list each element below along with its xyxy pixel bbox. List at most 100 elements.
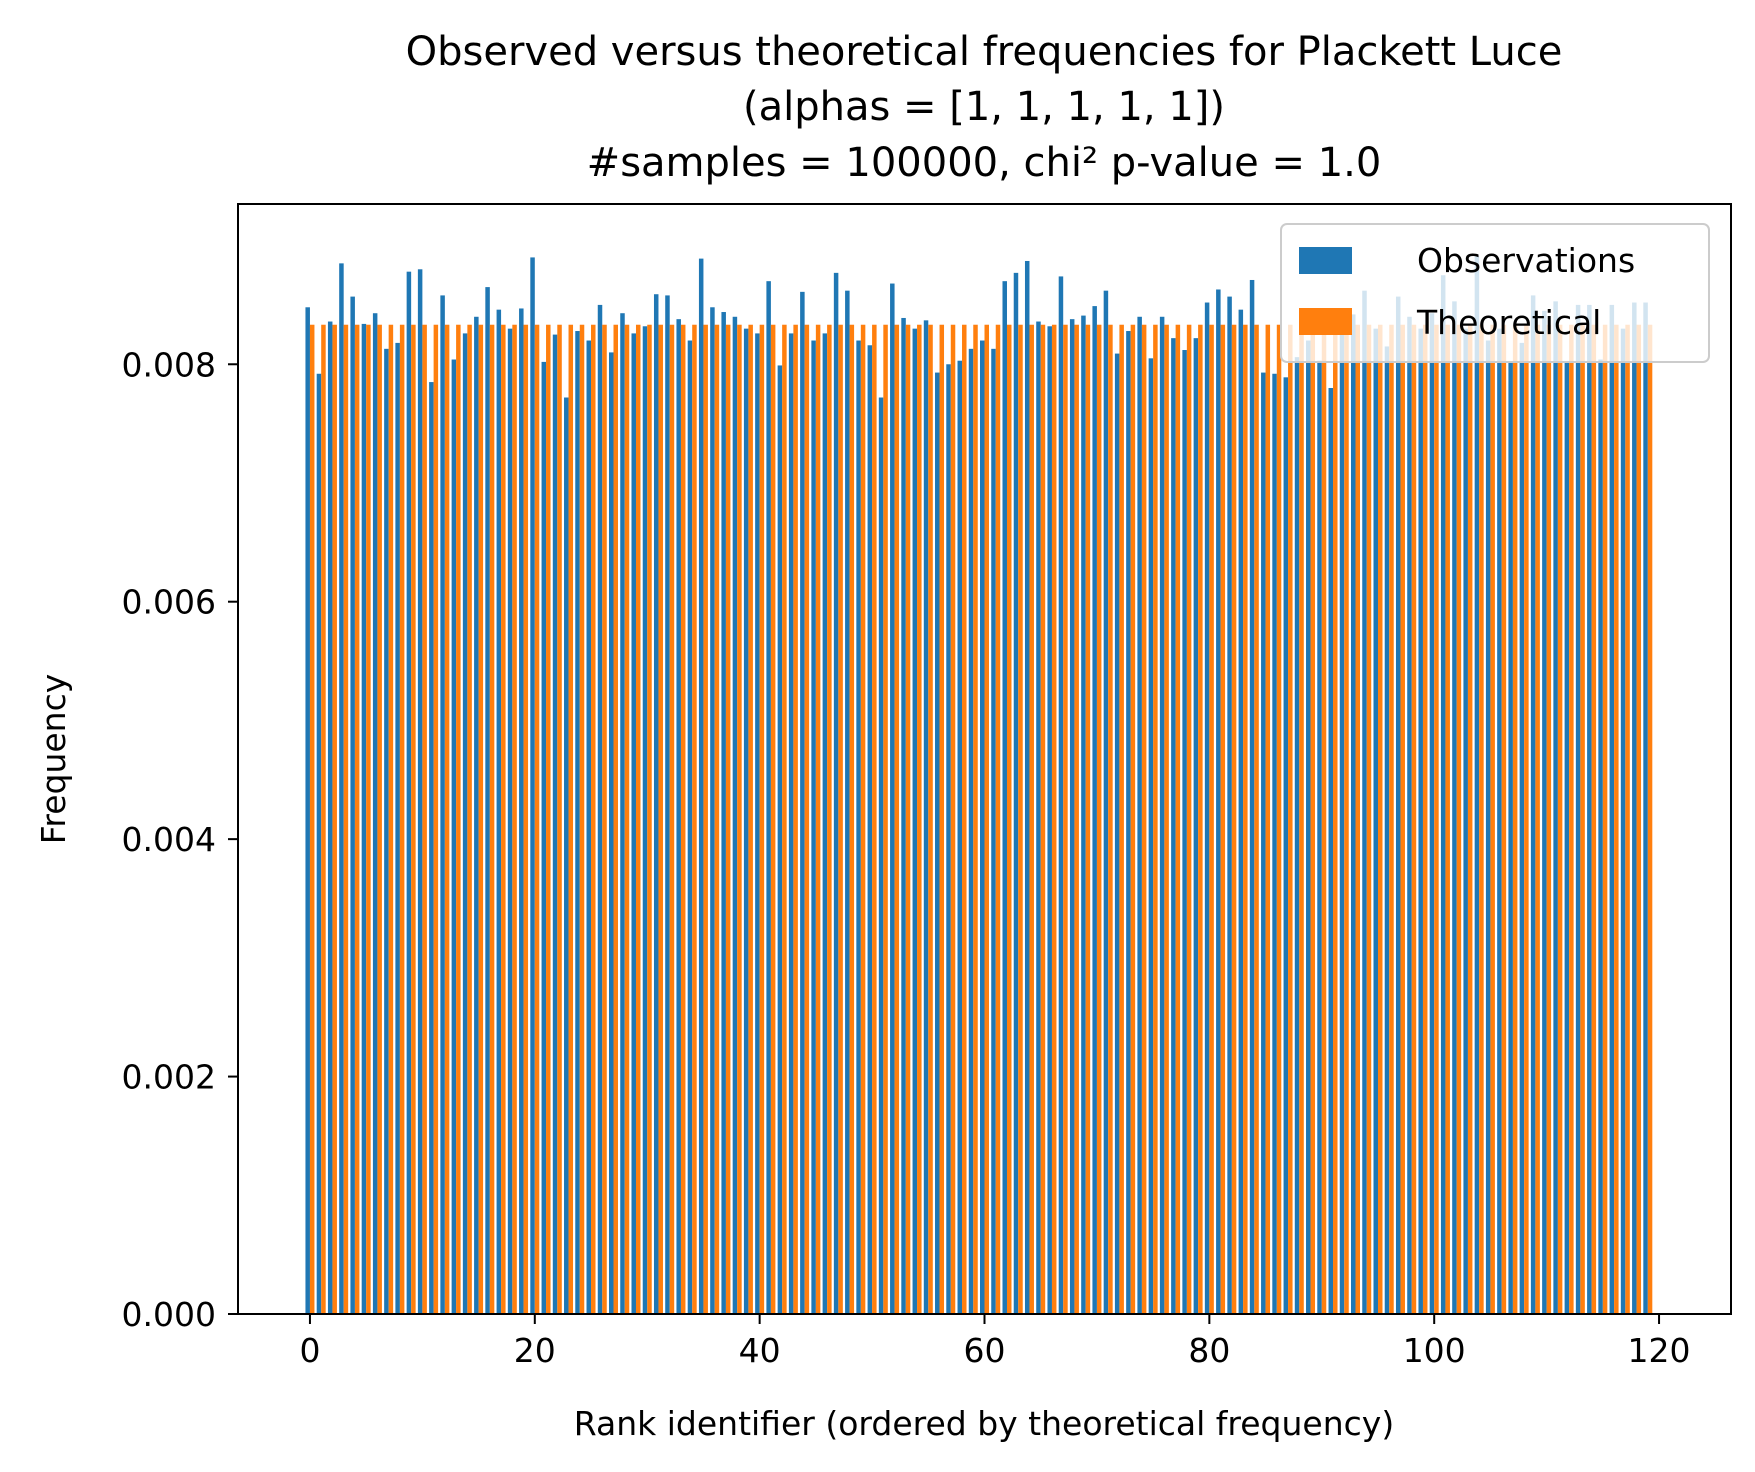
bar-observations-90 bbox=[1317, 360, 1322, 1315]
bar-observations-95 bbox=[1373, 328, 1378, 1314]
bar-observations-72 bbox=[1114, 353, 1120, 1315]
bar-observations-60 bbox=[980, 340, 985, 1314]
bar-theoretical-55 bbox=[928, 324, 933, 1315]
bar-observations-113 bbox=[1575, 304, 1581, 1314]
bar-observations-68 bbox=[1069, 319, 1075, 1314]
bar-theoretical-36 bbox=[714, 324, 720, 1315]
bar-observations-67 bbox=[1058, 276, 1064, 1314]
bar-observations-31 bbox=[653, 294, 659, 1315]
bar-theoretical-85 bbox=[1265, 324, 1271, 1315]
bar-observations-71 bbox=[1103, 290, 1109, 1314]
bar-theoretical-47 bbox=[838, 324, 843, 1315]
bar-observations-57 bbox=[946, 364, 951, 1314]
bar-theoretical-29 bbox=[635, 324, 641, 1315]
bar-theoretical-33 bbox=[680, 324, 686, 1315]
bar-theoretical-4 bbox=[354, 324, 360, 1315]
y-tick-label-1: 0.002 bbox=[122, 1058, 216, 1097]
bar-observations-59 bbox=[968, 348, 974, 1315]
bar-theoretical-60 bbox=[984, 324, 989, 1315]
bar-theoretical-70 bbox=[1096, 324, 1102, 1315]
bar-theoretical-95 bbox=[1377, 324, 1383, 1315]
bar-observations-49 bbox=[856, 340, 861, 1314]
bar-observations-91 bbox=[1328, 388, 1334, 1314]
bar-observations-112 bbox=[1564, 361, 1570, 1314]
legend-label-theoretical: Theoretical bbox=[1416, 303, 1601, 342]
bar-theoretical-8 bbox=[399, 324, 405, 1315]
bar-observations-99 bbox=[1418, 328, 1423, 1314]
y-tick-label-0: 0.000 bbox=[122, 1295, 216, 1334]
bar-theoretical-81 bbox=[1220, 324, 1226, 1315]
bar-theoretical-11 bbox=[433, 324, 439, 1315]
bar-theoretical-98 bbox=[1411, 324, 1417, 1315]
x-tick-label-120: 120 bbox=[1628, 1331, 1691, 1370]
bar-theoretical-54 bbox=[917, 324, 922, 1315]
bar-observations-29 bbox=[631, 333, 636, 1314]
bar-observations-54 bbox=[912, 328, 918, 1314]
bar-observations-42 bbox=[777, 365, 783, 1314]
bar-theoretical-108 bbox=[1524, 324, 1529, 1315]
bar-observations-111 bbox=[1553, 301, 1558, 1315]
bar-theoretical-78 bbox=[1186, 324, 1192, 1315]
bar-theoretical-1 bbox=[321, 324, 326, 1315]
bar-theoretical-80 bbox=[1209, 324, 1214, 1315]
bar-theoretical-56 bbox=[939, 324, 945, 1315]
bar-theoretical-76 bbox=[1164, 324, 1169, 1315]
bar-theoretical-72 bbox=[1119, 324, 1124, 1315]
bar-observations-4 bbox=[350, 296, 355, 1315]
bar-theoretical-30 bbox=[647, 324, 652, 1315]
bar-theoretical-100 bbox=[1434, 324, 1439, 1315]
bar-observations-19 bbox=[519, 308, 524, 1315]
bar-theoretical-2 bbox=[332, 324, 337, 1315]
bar-theoretical-67 bbox=[1063, 324, 1068, 1315]
x-tick-label-100: 100 bbox=[1403, 1331, 1466, 1370]
bar-observations-69 bbox=[1081, 315, 1086, 1315]
bar-observations-58 bbox=[957, 360, 963, 1315]
bar-theoretical-86 bbox=[1276, 324, 1282, 1315]
bar-theoretical-112 bbox=[1569, 324, 1574, 1315]
y-tick-label-4: 0.008 bbox=[122, 345, 216, 384]
bar-theoretical-61 bbox=[995, 324, 1001, 1315]
bar-theoretical-92 bbox=[1344, 324, 1349, 1315]
bar-theoretical-64 bbox=[1029, 324, 1034, 1315]
chart-title: Observed versus theoretical frequencies … bbox=[406, 29, 1563, 186]
bar-observations-83 bbox=[1238, 309, 1244, 1314]
bar-observations-100 bbox=[1429, 313, 1435, 1315]
bar-theoretical-43 bbox=[793, 324, 798, 1315]
bar-theoretical-73 bbox=[1130, 324, 1136, 1315]
bar-observations-76 bbox=[1159, 316, 1165, 1314]
bar-observations-27 bbox=[609, 352, 614, 1314]
bar-theoretical-75 bbox=[1153, 324, 1158, 1315]
bar-theoretical-110 bbox=[1546, 324, 1552, 1315]
bar-observations-15 bbox=[474, 316, 479, 1314]
bar-observations-89 bbox=[1306, 340, 1311, 1314]
bar-theoretical-96 bbox=[1389, 324, 1394, 1315]
bar-observations-24 bbox=[575, 331, 580, 1314]
legend-swatch-observations bbox=[1299, 247, 1352, 274]
bar-observations-44 bbox=[800, 291, 805, 1315]
bar-theoretical-111 bbox=[1557, 324, 1563, 1315]
bar-theoretical-45 bbox=[815, 324, 821, 1315]
bar-theoretical-12 bbox=[444, 324, 450, 1315]
bar-theoretical-107 bbox=[1512, 324, 1518, 1315]
bar-theoretical-7 bbox=[388, 324, 394, 1315]
bar-observations-47 bbox=[833, 272, 839, 1314]
bar-theoretical-42 bbox=[782, 324, 787, 1315]
bar-observations-23 bbox=[564, 397, 569, 1314]
bar-observations-17 bbox=[496, 309, 502, 1314]
bar-theoretical-99 bbox=[1422, 324, 1428, 1315]
bar-observations-37 bbox=[721, 312, 726, 1314]
bar-theoretical-50 bbox=[872, 324, 877, 1315]
bar-observations-22 bbox=[552, 334, 558, 1315]
bar-theoretical-89 bbox=[1310, 324, 1316, 1315]
bar-theoretical-41 bbox=[770, 324, 776, 1315]
bar-theoretical-15 bbox=[478, 324, 484, 1315]
x-tick-label-20: 20 bbox=[514, 1331, 556, 1370]
bar-theoretical-68 bbox=[1074, 324, 1079, 1315]
bar-observations-102 bbox=[1452, 301, 1457, 1315]
bar-observations-101 bbox=[1440, 275, 1446, 1315]
y-tick-label-2: 0.004 bbox=[122, 820, 216, 859]
y-tick-label-3: 0.006 bbox=[122, 583, 216, 622]
bar-theoretical-18 bbox=[512, 324, 517, 1315]
bar-theoretical-109 bbox=[1535, 324, 1540, 1315]
